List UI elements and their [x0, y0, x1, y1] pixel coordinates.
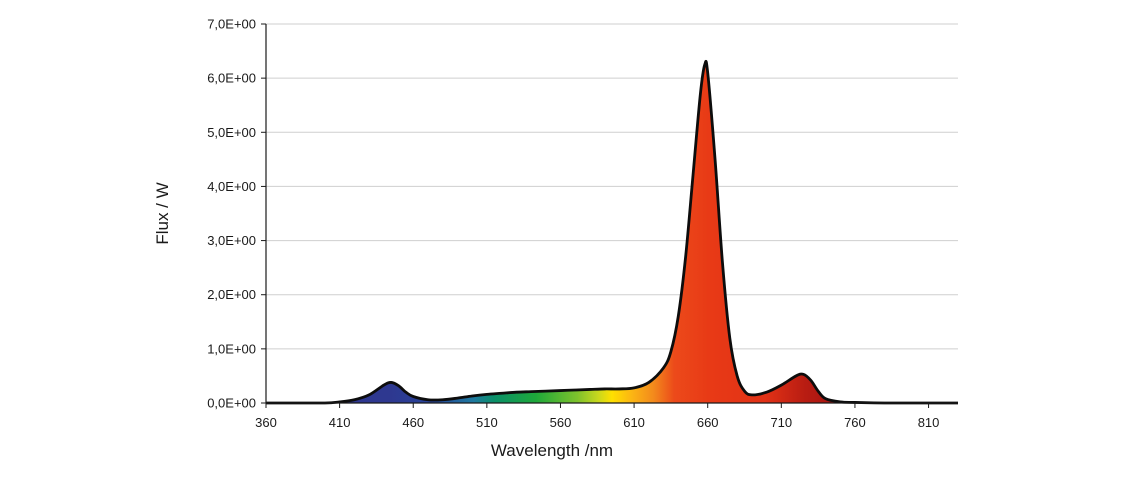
y-tick-label: 4,0E+00 [207, 179, 256, 194]
x-tick-label: 360 [255, 415, 277, 430]
x-tick-label: 460 [402, 415, 424, 430]
x-tick-label: 660 [697, 415, 719, 430]
x-tick-label: 410 [329, 415, 351, 430]
y-tick-labels: 0,0E+00 1,0E+00 2,0E+00 3,0E+00 4,0E+00 5,0E+… [207, 17, 256, 411]
y-tick-label: 2,0E+00 [207, 287, 256, 302]
x-tick-label: 560 [550, 415, 572, 430]
y-tick-label: 7,0E+00 [207, 17, 256, 32]
grid-lines [266, 23, 958, 350]
y-tick-label: 1,0E+00 [207, 341, 256, 356]
spectrum-fill [266, 61, 958, 404]
x-tick-label: 610 [623, 415, 645, 430]
spectrum-line [266, 59, 958, 405]
axes [261, 23, 958, 408]
x-tick-label: 810 [918, 415, 940, 430]
x-tick-label: 510 [476, 415, 498, 430]
y-tick-label: 5,0E+00 [207, 125, 256, 140]
y-tick-label: 3,0E+00 [207, 233, 256, 248]
x-tick-labels: 360 410 460 510 560 610 660 710 760 810 [255, 415, 939, 430]
y-axis-title: Flux / W [153, 182, 172, 244]
y-tick-label: 6,0E+00 [207, 71, 256, 86]
x-tick-label: 710 [770, 415, 792, 430]
x-tick-label: 760 [844, 415, 866, 430]
spectrum-area-layer [266, 59, 958, 405]
y-tick-label: 0,0E+00 [207, 396, 256, 411]
x-axis-title: Wavelength /nm [491, 441, 613, 460]
